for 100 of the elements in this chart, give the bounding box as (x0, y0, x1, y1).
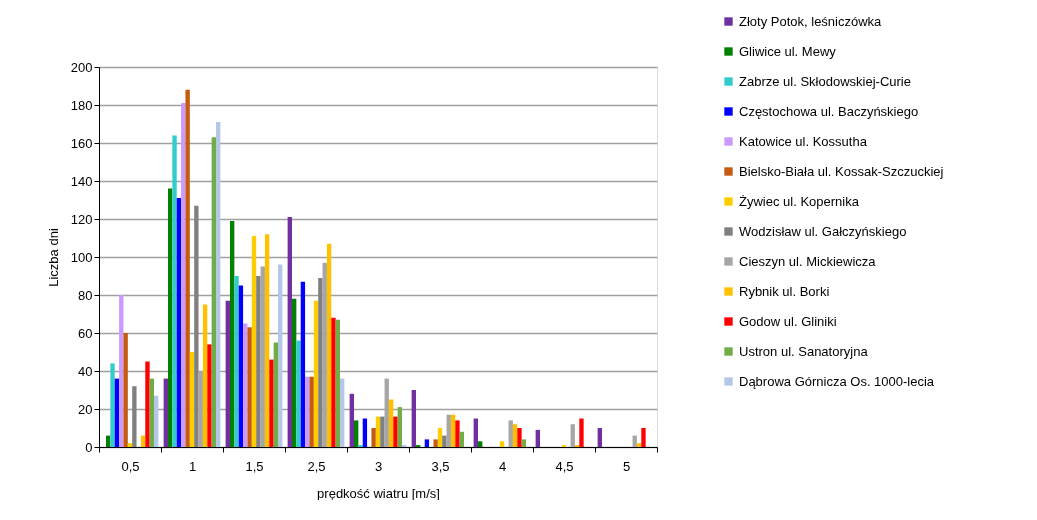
bar (154, 395, 159, 447)
y-tick-label: 40 (78, 363, 93, 379)
legend-label: Rybnik ul. Borki (739, 283, 830, 299)
bar (597, 428, 602, 447)
bar (636, 443, 642, 447)
x-tick-label: 2,5 (307, 458, 326, 474)
bar (335, 319, 341, 447)
bar (380, 416, 385, 447)
legend-label: Częstochowa ul. Baczyńskiego (739, 103, 919, 119)
bar (508, 420, 513, 447)
x-tick-label: 0,5 (121, 458, 140, 474)
bar (535, 429, 540, 447)
y-tick-label: 20 (78, 401, 93, 417)
legend-label: Wodzisław ul. Gałczyńskiego (739, 223, 907, 239)
bar (189, 352, 195, 447)
bar (194, 205, 199, 447)
bar (181, 103, 186, 447)
bar (247, 327, 252, 447)
y-tick-label: 120 (70, 211, 93, 227)
bar (287, 217, 292, 447)
bar (260, 266, 265, 447)
bar (322, 262, 327, 447)
bar (273, 342, 279, 447)
bar (211, 137, 217, 447)
bar (176, 198, 182, 447)
bar (570, 424, 575, 447)
bar (362, 418, 368, 447)
bar (291, 298, 297, 447)
bar (305, 376, 310, 447)
bar (123, 333, 128, 447)
bar (216, 122, 221, 447)
bar (243, 323, 248, 447)
bar (251, 236, 257, 447)
bar (278, 264, 283, 447)
legend-label: Godow ul. Gliniki (739, 313, 837, 329)
legend-label: Cieszyn ul. Mickiewicza (739, 253, 877, 269)
x-tick-label: 1,5 (245, 458, 264, 474)
bar (119, 295, 124, 447)
bar (256, 276, 261, 447)
bar (207, 344, 212, 447)
bar (264, 234, 270, 447)
legend-label: Ustron ul. Sanatoryjna (739, 343, 869, 359)
bar (318, 277, 323, 447)
bar (411, 390, 416, 447)
bar (163, 378, 168, 447)
bar (225, 300, 230, 447)
bar (238, 285, 244, 447)
y-tick-label: 180 (70, 97, 93, 113)
y-tick-label: 160 (70, 135, 93, 151)
bar (459, 431, 465, 447)
x-tick-label: 4 (498, 458, 507, 474)
bar (167, 188, 173, 447)
bar (198, 371, 203, 447)
bar (477, 441, 483, 447)
y-tick-label: 140 (70, 173, 93, 189)
legend-label: Dąbrowa Górnicza Os. 1000-lecia (739, 373, 935, 389)
bar (424, 439, 430, 447)
y-tick-label: 60 (78, 325, 93, 341)
bar (331, 317, 336, 447)
bar (450, 414, 456, 447)
y-tick-label: 200 (70, 59, 93, 75)
legend-label: Zabrze ul. Skłodowskiej-Curie (739, 73, 911, 89)
x-tick-label: 1 (188, 458, 197, 474)
bar (517, 428, 522, 447)
bar (300, 281, 306, 447)
x-tick-label: 3 (374, 458, 383, 474)
bar (455, 420, 460, 447)
bar (433, 439, 438, 447)
bar (353, 420, 359, 447)
bar (114, 378, 120, 447)
bar (234, 276, 239, 447)
bar (326, 243, 332, 447)
y-tick-label: 100 (70, 249, 93, 265)
bar (512, 424, 518, 447)
bar (375, 416, 381, 447)
bar (437, 428, 443, 447)
bar (149, 378, 155, 447)
bar (296, 340, 301, 447)
y-axis-title: Liczba dni (45, 228, 61, 287)
bar (269, 359, 274, 447)
y-tick-label: 0 (85, 439, 93, 455)
legend-label: Bielsko-Biała ul. Kossak-Szczuckiej (739, 163, 944, 179)
x-axis-title: prędkość wiatru [m/s] (317, 485, 440, 501)
legend-label: Złoty Potok, leśniczówka (739, 13, 883, 29)
bar (499, 441, 505, 447)
bar (313, 300, 319, 447)
bar (110, 363, 115, 447)
bar (442, 435, 447, 447)
bar (473, 418, 478, 447)
bar (446, 414, 451, 447)
bar (397, 407, 403, 447)
bar (349, 393, 354, 447)
bar (202, 304, 208, 447)
bar (185, 89, 190, 447)
bar (371, 428, 376, 447)
bar (579, 418, 584, 447)
bar (388, 399, 394, 447)
bar (229, 220, 235, 447)
legend-label: Katowice ul. Kossutha (739, 133, 868, 149)
bar (340, 378, 345, 447)
